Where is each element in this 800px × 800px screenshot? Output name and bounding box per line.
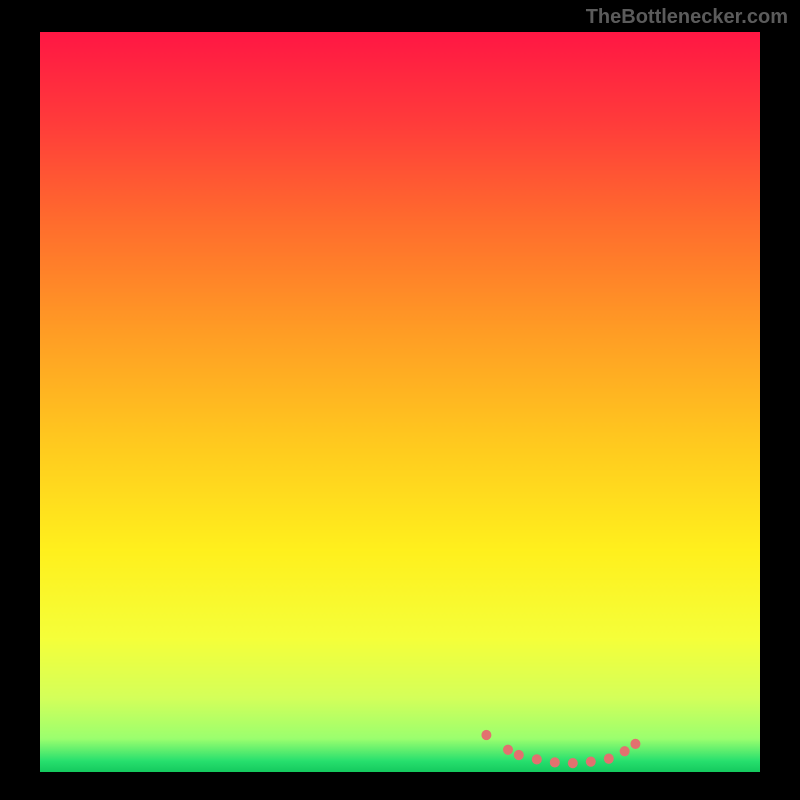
curve-layer (40, 32, 760, 772)
curve-marker (630, 739, 640, 749)
curve-marker (604, 754, 614, 764)
curve-marker (532, 754, 542, 764)
curve-marker (514, 750, 524, 760)
curve-marker (503, 745, 513, 755)
curve-marker (568, 758, 578, 768)
watermark-text: TheBottlenecker.com (586, 6, 788, 29)
curve-marker (550, 757, 560, 767)
curve-marker (481, 730, 491, 740)
bottleneck-curve (40, 32, 760, 763)
curve-marker (586, 757, 596, 767)
curve-marker (620, 746, 630, 756)
chart-plot-area (40, 32, 760, 772)
